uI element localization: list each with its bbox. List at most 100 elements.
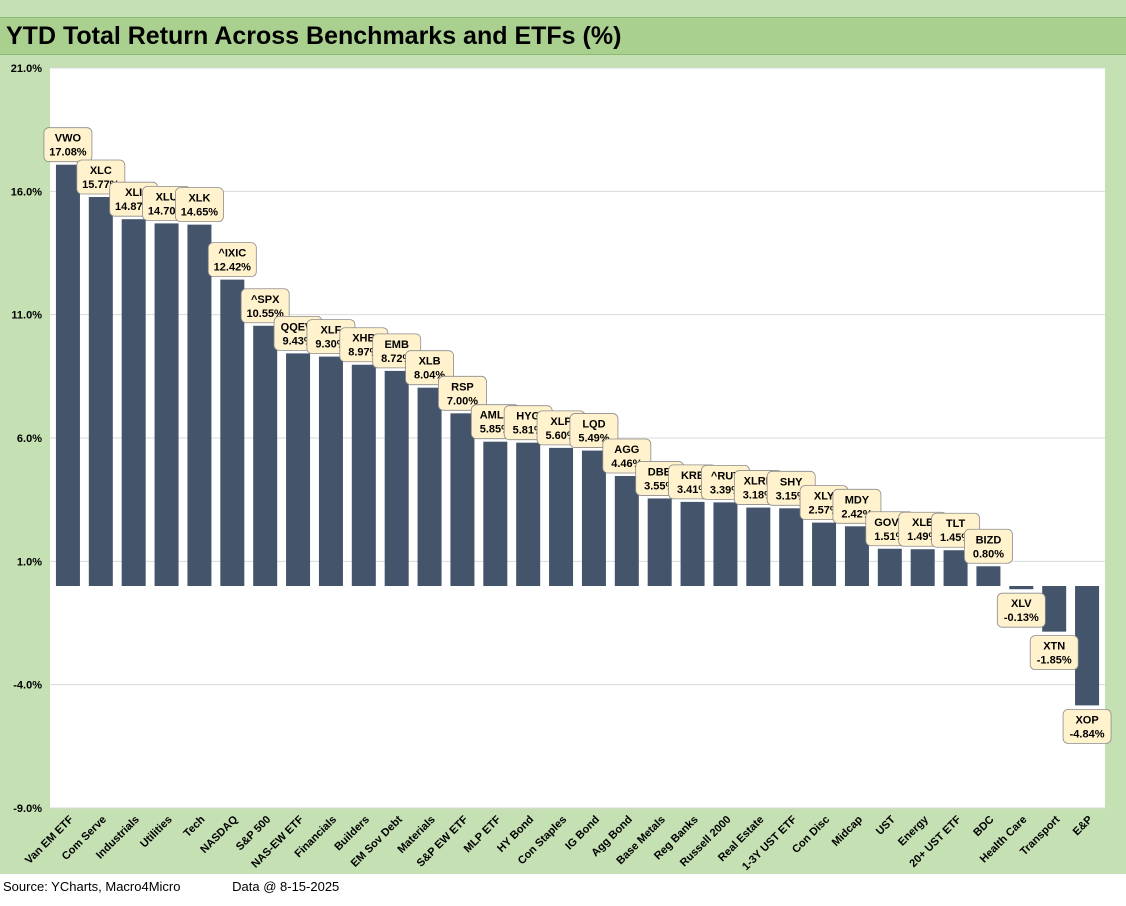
x-tick-label: Midcap <box>830 813 865 848</box>
bar <box>943 550 968 586</box>
data-label-ticker: GOVT <box>874 517 905 529</box>
bar <box>516 442 541 586</box>
data-label-value: 3.41% <box>677 484 708 496</box>
data-label-value: 10.55% <box>247 308 285 320</box>
bar <box>877 548 902 586</box>
data-label-value: 5.49% <box>578 433 609 445</box>
data-label-ticker: ^SPX <box>251 294 280 306</box>
data-label-value: 9.30% <box>315 339 346 351</box>
data-label-value: 12.42% <box>214 262 252 274</box>
data-label-value: 1.51% <box>874 531 905 543</box>
bar <box>483 441 508 586</box>
data-label-ticker: XOP <box>1075 714 1098 726</box>
data-label-ticker: XLY <box>814 491 835 503</box>
data-label: XLB 8.04% <box>405 350 454 386</box>
data-label-ticker: VWO <box>55 133 82 145</box>
x-tick-label: Tech <box>181 813 207 839</box>
data-label-ticker: XLRE <box>744 476 773 488</box>
data-label-ticker: AMLP <box>480 410 511 422</box>
bar <box>154 223 179 586</box>
data-label-box <box>240 288 290 324</box>
data-label-ticker: XTN <box>1043 641 1065 653</box>
bar <box>286 353 311 586</box>
data-label-value: -1.85% <box>1037 655 1072 667</box>
y-tick-label: -9.0% <box>13 803 42 815</box>
data-label-ticker: XLB <box>419 356 441 368</box>
data-label-ticker: XHB <box>352 333 375 345</box>
bar <box>318 356 343 586</box>
data-label-value: 14.65% <box>181 207 219 219</box>
data-label-ticker: EMB <box>384 339 409 351</box>
data-label-ticker: ^IXIC <box>218 248 246 260</box>
data-label-value: 1.45% <box>940 532 971 544</box>
bar <box>384 370 409 586</box>
x-tick-label: E&P <box>1071 814 1095 838</box>
data-label-ticker: SHY <box>780 476 803 488</box>
chart-title: YTD Total Return Across Benchmarks and E… <box>6 22 622 50</box>
data-label-ticker: XLV <box>1011 598 1032 610</box>
data-label-value: 5.81% <box>513 425 544 437</box>
data-label: XTN -1.85% <box>1029 635 1079 671</box>
data-label: XOP -4.84% <box>1062 708 1112 744</box>
y-tick-label: 11.0% <box>11 310 42 322</box>
title-bar: YTD Total Return Across Benchmarks and E… <box>0 17 1126 55</box>
data-label-ticker: XLC <box>90 165 112 177</box>
data-label-ticker: XLK <box>188 193 210 205</box>
bar <box>549 447 574 586</box>
data-label-ticker: XLF <box>321 325 342 337</box>
data-label-box <box>405 350 454 386</box>
bar-chart: 21.0%16.0%11.0%6.0%1.0%-4.0%-9.0%Van EM … <box>11 63 1112 873</box>
data-label-value: 2.57% <box>808 505 839 517</box>
y-tick-label: 6.0% <box>17 433 42 445</box>
bar <box>450 413 475 586</box>
data-label-ticker: AGG <box>614 444 639 456</box>
data-label-ticker: BIZD <box>976 534 1002 546</box>
bar <box>647 498 672 586</box>
data-label-box <box>964 528 1013 564</box>
bar <box>351 364 376 586</box>
y-tick-label: -4.0% <box>13 680 42 692</box>
data-label-box <box>175 187 224 223</box>
data-label-value: 4.46% <box>611 458 642 470</box>
bar <box>253 325 278 586</box>
data-label-ticker: XLE <box>912 517 933 529</box>
data-label-value: 3.55% <box>644 480 675 492</box>
bar <box>187 224 212 586</box>
bar <box>844 526 869 586</box>
data-label-ticker: LQD <box>582 419 605 431</box>
data-label: ^IXIC 12.42% <box>207 242 257 278</box>
bar <box>121 219 146 586</box>
data-label-value: 8.72% <box>381 353 412 365</box>
data-label-box <box>43 127 93 163</box>
data-label-ticker: RSP <box>451 381 474 393</box>
data-label-box <box>1062 708 1112 744</box>
data-label-value: 1.49% <box>907 531 938 543</box>
source-note: Source: YCharts, Macro4Micro <box>3 879 181 894</box>
data-label-box <box>1029 635 1079 671</box>
data-label-value: 9.43% <box>282 335 313 347</box>
data-label-ticker: XLI <box>125 187 142 199</box>
bar <box>614 475 639 586</box>
bar <box>88 197 113 587</box>
data-label: XLV -0.13% <box>996 592 1046 628</box>
data-label: VWO 17.08% <box>43 127 93 163</box>
data-label-value: -0.13% <box>1004 612 1039 624</box>
bar <box>581 450 606 586</box>
data-label-value: 17.08% <box>49 147 87 159</box>
bar <box>812 522 837 586</box>
data-label-value: 2.42% <box>841 508 872 520</box>
data-label-value: 3.39% <box>710 484 741 496</box>
bar <box>1075 586 1100 706</box>
data-label-ticker: XLU <box>156 191 178 203</box>
data-label-value: 0.80% <box>973 548 1004 560</box>
data-label-box <box>438 375 487 411</box>
data-label-ticker: KRE <box>681 470 704 482</box>
bar <box>910 549 935 586</box>
bar <box>1042 586 1067 632</box>
bar <box>746 507 771 586</box>
bar <box>713 502 738 586</box>
data-label-value: 5.85% <box>480 424 511 436</box>
bar <box>417 387 442 586</box>
bar <box>779 508 804 586</box>
data-label: RSP 7.00% <box>438 375 487 411</box>
